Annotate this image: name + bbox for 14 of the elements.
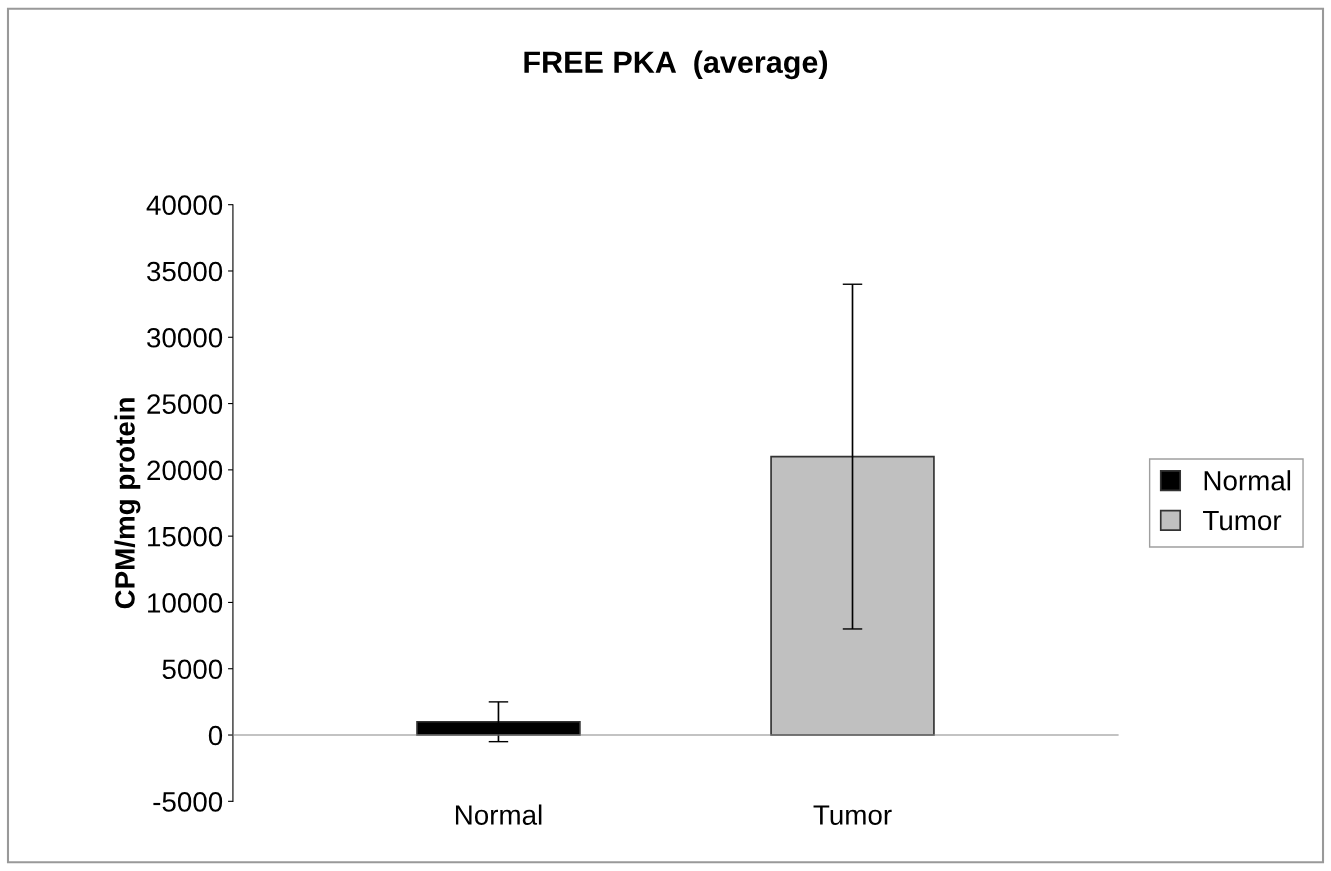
chart-title: FREE PKA (average) <box>524 50 828 80</box>
y-tick-label: 15000 <box>148 526 223 547</box>
y-axis-title: CPM/mg protein <box>114 398 141 609</box>
y-tick-label: 30000 <box>147 327 223 348</box>
y-tick-label: 25000 <box>147 394 223 414</box>
y-tick-label: 20000 <box>147 460 223 481</box>
y-tick-label: -5000 <box>153 791 223 812</box>
legend-label: Normal <box>1204 470 1291 491</box>
legend-label: Tumor <box>1203 510 1282 531</box>
y-tick-label: 10000 <box>148 593 223 613</box>
y-tick-label: 5000 <box>162 659 223 680</box>
y-tick-label: 0 <box>208 725 223 746</box>
y-tick-label: 35000 <box>147 261 223 282</box>
y-tick-label: 40000 <box>146 195 223 216</box>
